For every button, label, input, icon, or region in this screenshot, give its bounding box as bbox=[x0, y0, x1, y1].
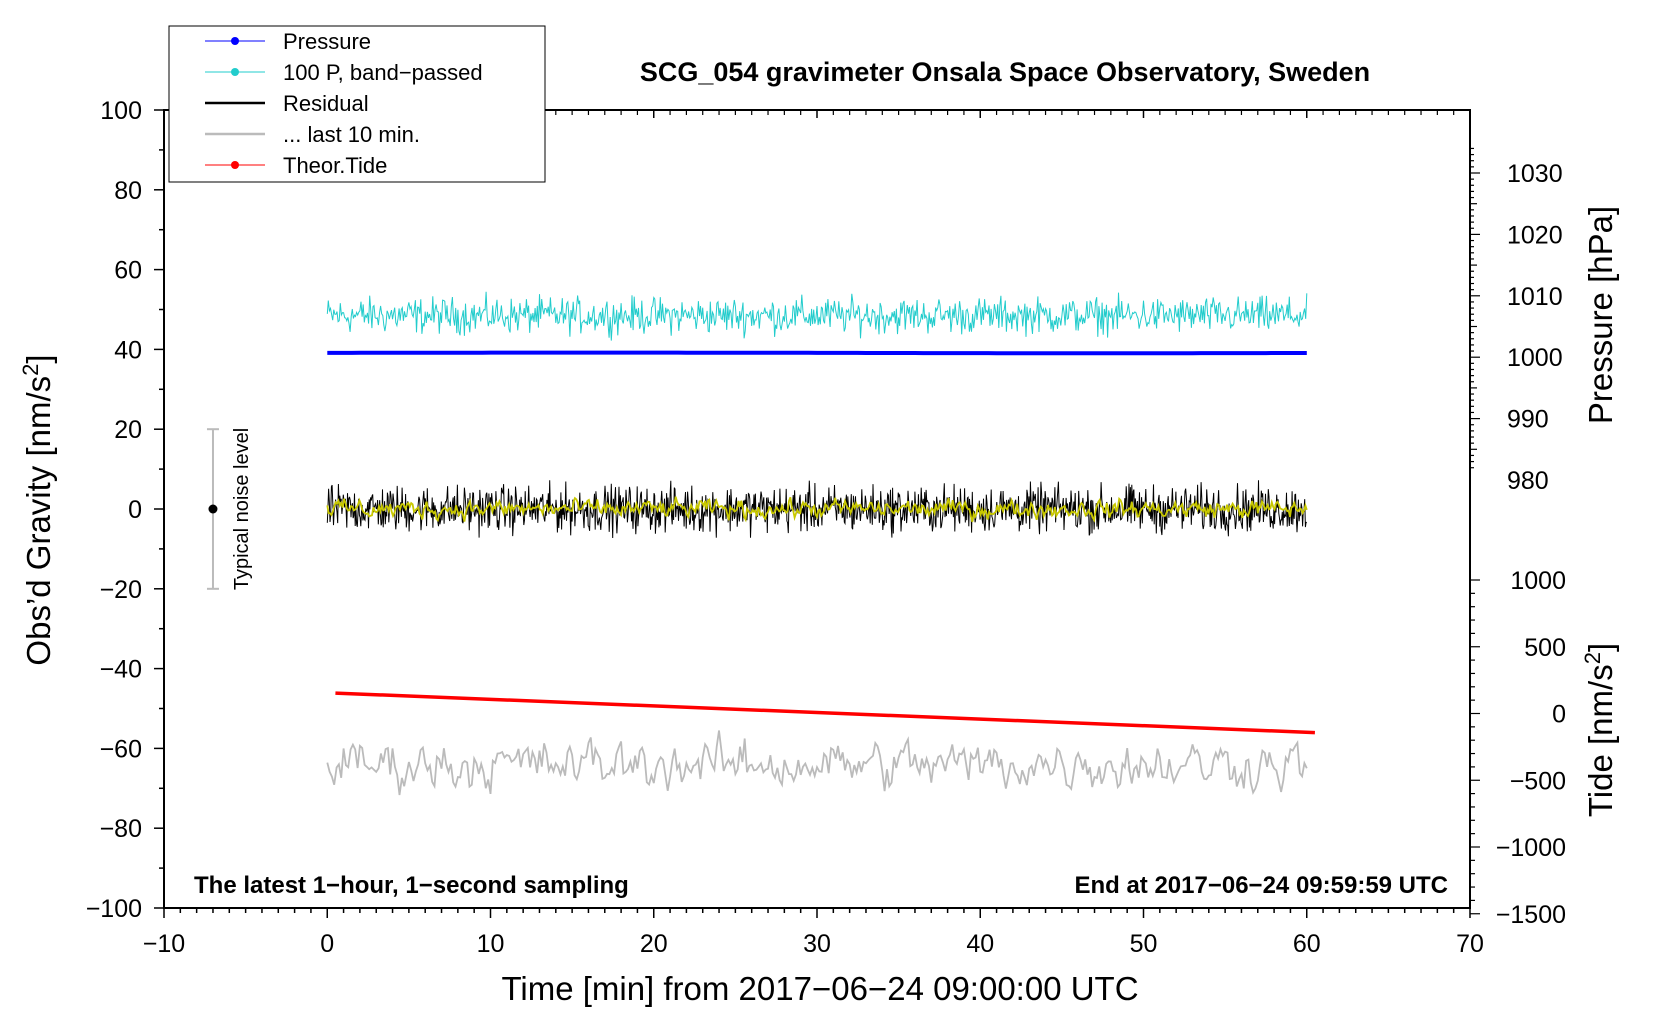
pressure-tick-label: 980 bbox=[1507, 467, 1549, 495]
tide-tick-label: −1000 bbox=[1496, 834, 1566, 862]
right-footer: End at 2017−06−24 09:59:59 UTC bbox=[1074, 872, 1448, 899]
pressure-tick-label: 1020 bbox=[1507, 221, 1563, 249]
y-tick-label: 0 bbox=[128, 496, 142, 524]
y-tick-label: 40 bbox=[114, 336, 142, 364]
left-footer: The latest 1−hour, 1−second sampling bbox=[194, 872, 629, 899]
tide-axis-title-base: Tide [nm/s bbox=[1582, 664, 1619, 817]
x-tick-label: 70 bbox=[1456, 930, 1484, 958]
legend-marker bbox=[231, 37, 239, 45]
series-residual-smoothed bbox=[326, 496, 1308, 523]
tide-tick-label: 1000 bbox=[1510, 567, 1566, 595]
series-theor-tide bbox=[335, 691, 1315, 735]
pressure-tick-label: 990 bbox=[1507, 406, 1549, 434]
y-tick-label: 20 bbox=[114, 416, 142, 444]
y-axis-title-end: ] bbox=[20, 354, 57, 363]
y-tick-label: −100 bbox=[86, 895, 142, 923]
y-axis-tide: −1500 −1000 −500 0 500 1000 bbox=[1470, 567, 1566, 929]
y-tick-label: −40 bbox=[100, 656, 142, 684]
x-tick-label: −10 bbox=[143, 930, 185, 958]
legend-label: Pressure bbox=[283, 29, 371, 54]
tide-tick-label: −1500 bbox=[1496, 901, 1566, 929]
pressure-axis-title: Pressure [hPa] bbox=[1582, 206, 1619, 424]
tide-tick-label: 500 bbox=[1524, 634, 1566, 662]
y-tick-label: −60 bbox=[100, 735, 142, 763]
x-tick-label: 20 bbox=[640, 930, 668, 958]
y-tick-label: 100 bbox=[100, 97, 142, 125]
tide-axis-title: Tide [nm/s2] bbox=[1580, 643, 1620, 817]
legend-label: Residual bbox=[283, 91, 369, 116]
tide-tick-label: −500 bbox=[1510, 767, 1566, 795]
y-axis-gravity: −100 −80 −60 −40 −20 0 20 40 60 80 100 bbox=[86, 97, 164, 923]
y-axis-pressure: 980 990 1000 1010 1020 1030 bbox=[1470, 147, 1563, 495]
noise-bar-center-dot bbox=[208, 504, 218, 514]
x-tick-label: 0 bbox=[320, 930, 334, 958]
series-pressure bbox=[327, 350, 1307, 356]
tide-axis-title-sup: 2 bbox=[1580, 652, 1605, 664]
y-tick-label: −20 bbox=[100, 576, 142, 604]
tide-tick-label: 0 bbox=[1552, 701, 1566, 729]
x-axis-title: Time [min] from 2017−06−24 09:00:00 UTC bbox=[501, 970, 1138, 1007]
pressure-tick-label: 1000 bbox=[1507, 344, 1563, 372]
x-tick-label: 10 bbox=[477, 930, 505, 958]
pressure-tick-label: 1030 bbox=[1507, 160, 1563, 188]
pressure-tick-label: 1010 bbox=[1507, 283, 1563, 311]
y-axis-title-base: Obs’d Gravity [nm/s bbox=[20, 376, 57, 666]
series-bandpassed-pressure bbox=[326, 291, 1308, 341]
x-tick-label: 60 bbox=[1293, 930, 1321, 958]
noise-level-label: Typical noise level bbox=[231, 428, 253, 590]
legend-marker bbox=[231, 68, 239, 76]
y-tick-label: −80 bbox=[100, 815, 142, 843]
legend-marker bbox=[231, 161, 239, 169]
chart-title: SCG_054 gravimeter Onsala Space Observat… bbox=[640, 57, 1370, 87]
x-axis: −10 0 10 20 30 40 50 60 70 bbox=[143, 110, 1484, 958]
series-layer bbox=[326, 291, 1315, 796]
x-tick-label: 30 bbox=[803, 930, 831, 958]
legend: Pressure 100 P, band−passed Residual ... la… bbox=[168, 25, 546, 183]
noise-level-indicator: Typical noise level bbox=[206, 428, 253, 590]
y-axis-title: Obs’d Gravity [nm/s2] bbox=[18, 354, 58, 665]
y-axis-title-sup: 2 bbox=[18, 364, 43, 376]
legend-label: Theor.Tide bbox=[283, 153, 387, 178]
tide-axis-title-end: ] bbox=[1582, 643, 1619, 652]
legend-label: 100 P, band−passed bbox=[283, 60, 483, 85]
series-last-10-min bbox=[326, 730, 1308, 796]
x-tick-label: 40 bbox=[966, 930, 994, 958]
x-tick-label: 50 bbox=[1130, 930, 1158, 958]
y-tick-label: 80 bbox=[114, 177, 142, 205]
legend-label: ... last 10 min. bbox=[283, 122, 420, 147]
y-tick-label: 60 bbox=[114, 257, 142, 285]
